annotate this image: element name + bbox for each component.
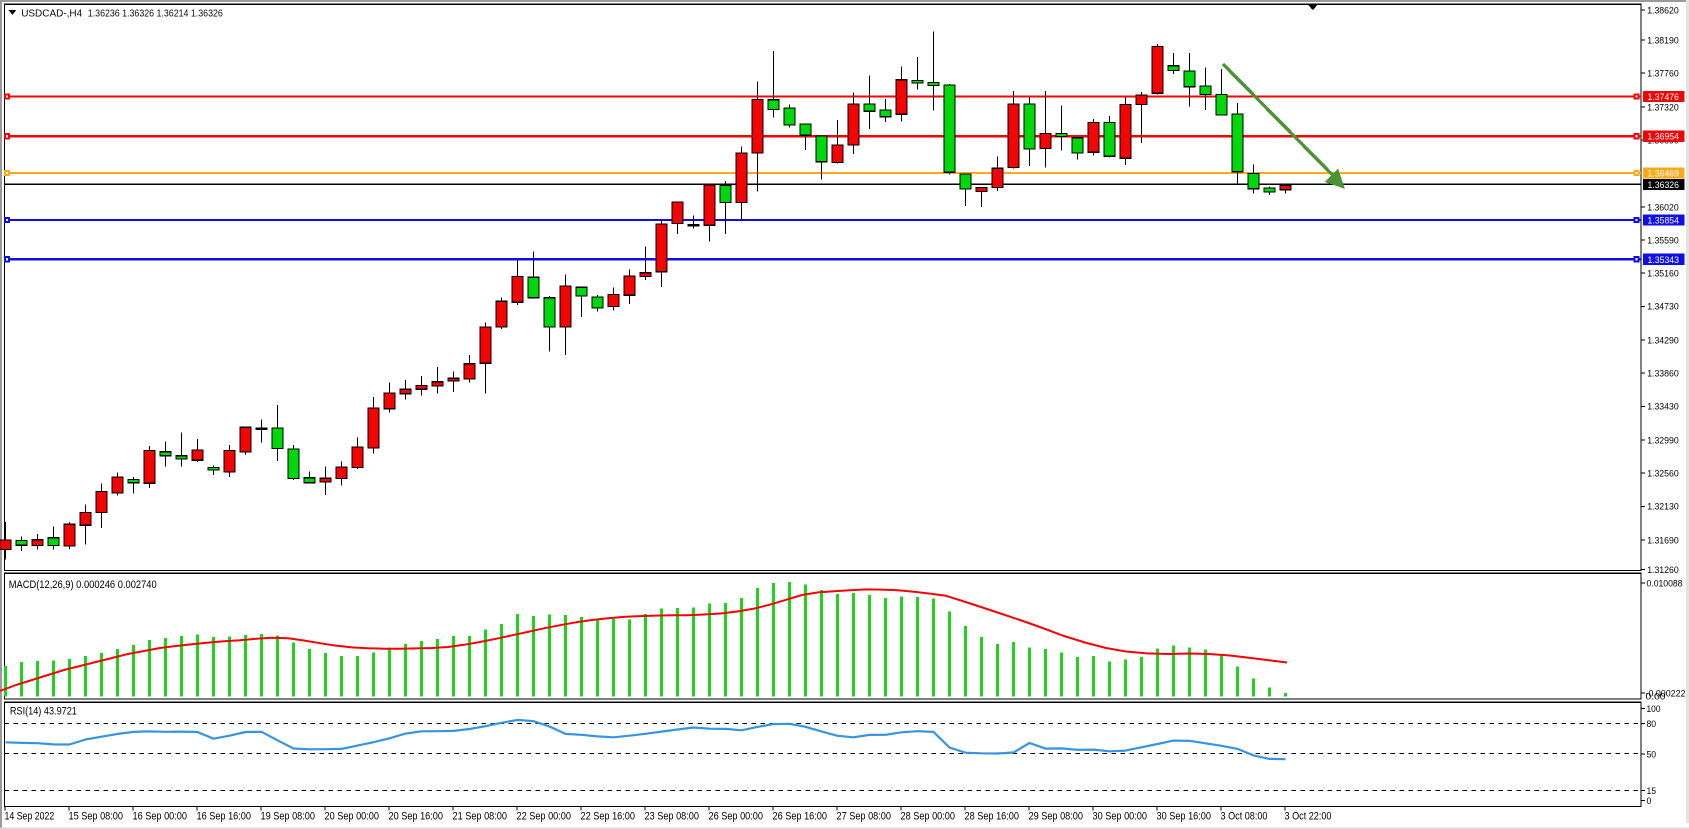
svg-text:21 Sep 08:00: 21 Sep 08:00: [453, 811, 508, 823]
svg-text:19 Sep 08:00: 19 Sep 08:00: [261, 811, 316, 823]
svg-text:22 Sep 00:00: 22 Sep 00:00: [517, 811, 572, 823]
svg-text:1.35590: 1.35590: [1647, 234, 1679, 245]
svg-text:15 Sep 08:00: 15 Sep 08:00: [69, 811, 124, 823]
svg-text:1.33860: 1.33860: [1647, 368, 1679, 379]
svg-text:1.32990: 1.32990: [1647, 434, 1679, 445]
svg-text:1.34290: 1.34290: [1647, 334, 1679, 345]
svg-text:30 Sep 16:00: 30 Sep 16:00: [1157, 811, 1212, 823]
svg-text:-0.000222: -0.000222: [1646, 687, 1686, 698]
svg-text:29 Sep 08:00: 29 Sep 08:00: [1029, 811, 1084, 823]
svg-text:23 Sep 08:00: 23 Sep 08:00: [645, 811, 700, 823]
svg-text:28 Sep 00:00: 28 Sep 00:00: [901, 811, 956, 823]
svg-text:USDCAD-,H4: USDCAD-,H4: [21, 9, 82, 20]
svg-text:1.36469: 1.36469: [1648, 167, 1680, 178]
svg-text:0.010088: 0.010088: [1647, 578, 1683, 589]
svg-text:16 Sep 00:00: 16 Sep 00:00: [133, 811, 188, 823]
svg-text:100: 100: [1647, 703, 1661, 714]
svg-text:1.34730: 1.34730: [1647, 301, 1679, 312]
svg-text:22 Sep 16:00: 22 Sep 16:00: [581, 811, 636, 823]
svg-text:1.35160: 1.35160: [1647, 268, 1679, 279]
svg-text:1.36236 1.36326 1.36214 1.3632: 1.36236 1.36326 1.36214 1.36326: [88, 9, 223, 20]
svg-text:0.00: 0.00: [1646, 691, 1666, 702]
svg-text:1.33430: 1.33430: [1647, 401, 1679, 412]
svg-text:30 Sep 00:00: 30 Sep 00:00: [1093, 811, 1148, 823]
svg-text:1.38190: 1.38190: [1647, 34, 1679, 45]
svg-text:26 Sep 16:00: 26 Sep 16:00: [773, 811, 828, 823]
svg-text:1.37320: 1.37320: [1647, 101, 1679, 112]
svg-text:50: 50: [1647, 748, 1657, 759]
svg-text:1.32560: 1.32560: [1647, 468, 1679, 479]
svg-text:1.35854: 1.35854: [1648, 214, 1680, 225]
svg-text:1.35343: 1.35343: [1648, 254, 1680, 265]
svg-text:28 Sep 16:00: 28 Sep 16:00: [965, 811, 1020, 823]
svg-text:14 Sep 2022: 14 Sep 2022: [5, 811, 55, 823]
svg-text:1.36326: 1.36326: [1648, 179, 1680, 190]
svg-text:1.32130: 1.32130: [1647, 501, 1679, 512]
svg-text:27 Sep 08:00: 27 Sep 08:00: [837, 811, 892, 823]
svg-text:26 Sep 00:00: 26 Sep 00:00: [709, 811, 764, 823]
svg-text:1.37476: 1.37476: [1648, 91, 1680, 102]
svg-text:1.36954: 1.36954: [1648, 131, 1680, 142]
svg-text:1.31690: 1.31690: [1647, 535, 1679, 546]
svg-text:1.37760: 1.37760: [1647, 68, 1679, 79]
svg-text:1.31260: 1.31260: [1647, 564, 1679, 575]
svg-text:20 Sep 00:00: 20 Sep 00:00: [325, 811, 380, 823]
svg-text:20 Sep 16:00: 20 Sep 16:00: [389, 811, 444, 823]
svg-text:15: 15: [1647, 785, 1657, 796]
svg-text:16 Sep 16:00: 16 Sep 16:00: [197, 811, 252, 823]
svg-text:3 Oct 22:00: 3 Oct 22:00: [1285, 811, 1332, 823]
svg-text:RSI(14) 43.9721: RSI(14) 43.9721: [10, 706, 77, 718]
svg-text:MACD(12,26,9) 0.000246 0.00274: MACD(12,26,9) 0.000246 0.002740: [9, 579, 157, 591]
svg-text:3 Oct 08:00: 3 Oct 08:00: [1221, 811, 1268, 823]
svg-text:1.36020: 1.36020: [1647, 201, 1679, 212]
svg-text:0: 0: [1647, 795, 1652, 806]
svg-text:1.38620: 1.38620: [1647, 4, 1679, 15]
svg-text:80: 80: [1647, 718, 1657, 729]
